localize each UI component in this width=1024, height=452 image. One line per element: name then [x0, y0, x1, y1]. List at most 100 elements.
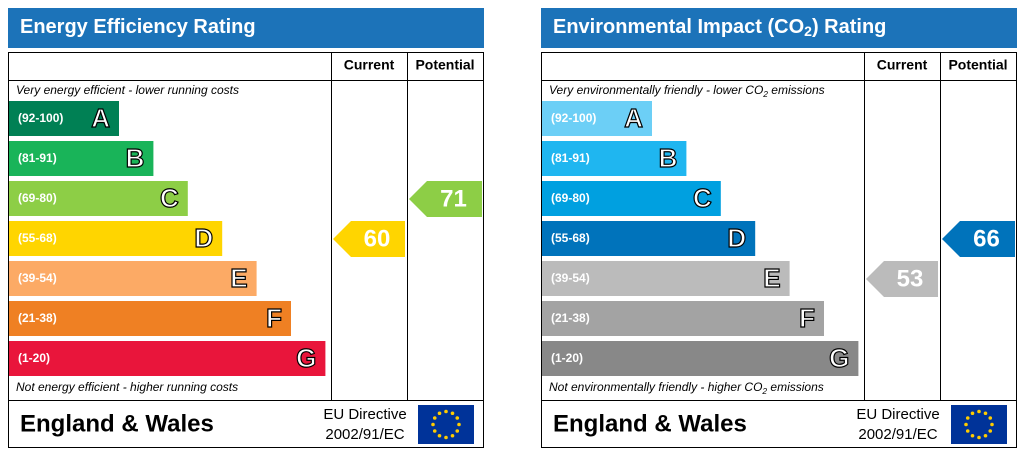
top-note-part: emissions: [768, 83, 825, 97]
panel-title: Energy Efficiency Rating: [20, 16, 256, 38]
rating-band: [9, 181, 188, 216]
eu-star: [444, 435, 448, 440]
band-letter: C: [160, 183, 179, 213]
rating-band: [9, 101, 119, 136]
bottom-note-sub: 2: [761, 386, 767, 396]
rating-band: [542, 181, 721, 216]
rating-band: [542, 141, 687, 176]
rating-band: [9, 221, 223, 256]
band-range: (21-38): [18, 311, 57, 325]
bottom-note: Not energy efficient - higher running co…: [16, 380, 238, 394]
band-letter: D: [194, 223, 213, 253]
frame: [8, 52, 484, 448]
current-value: 53: [897, 265, 924, 292]
band-range: (39-54): [18, 271, 57, 285]
eu-star: [965, 416, 970, 420]
header-bar: [8, 8, 484, 48]
band-letter: F: [799, 303, 815, 333]
band-letter: G: [829, 343, 849, 373]
bottom-note: Not environmentally friendly - higher CO…: [549, 380, 824, 396]
band-range: (21-38): [551, 311, 590, 325]
rating-band: [542, 221, 756, 256]
directive: 2002/91/EC: [325, 426, 404, 443]
eu-star: [970, 433, 975, 438]
potential-value: 66: [973, 225, 1000, 252]
eu-star: [970, 411, 975, 416]
panel-title-part: Energy Efficiency Rating: [20, 16, 256, 38]
band-range: (39-54): [551, 271, 590, 285]
eu-star: [988, 429, 993, 433]
band-range: (55-68): [18, 231, 57, 245]
band-letter: E: [230, 263, 247, 293]
current-arrow: [333, 221, 405, 257]
eu-star: [455, 429, 460, 433]
band-range: (1-20): [18, 351, 50, 365]
column-header: Current: [877, 57, 928, 73]
eu-star: [983, 411, 988, 416]
rating-band: [542, 341, 859, 376]
eu-star: [450, 411, 455, 416]
band-range: (69-80): [551, 191, 590, 205]
band-letter: D: [727, 223, 746, 253]
eu-star: [965, 429, 970, 433]
band-letter: A: [624, 103, 643, 133]
directive: EU Directive: [323, 406, 406, 423]
directive: EU Directive: [856, 406, 939, 423]
eu-star: [457, 422, 461, 427]
frame: [541, 52, 1017, 448]
bottom-note-part: emissions: [767, 380, 824, 394]
eu-star: [431, 422, 435, 427]
eu-star: [450, 433, 455, 438]
top-note: Very environmentally friendly - lower CO…: [549, 83, 825, 99]
eu-star: [437, 411, 442, 416]
band-letter: C: [693, 183, 712, 213]
region: England & Wales: [20, 410, 214, 437]
eu-star: [988, 416, 993, 420]
band-letter: B: [126, 143, 145, 173]
top-note-part: Very energy efficient - lower running co…: [16, 83, 239, 97]
current-arrow: [866, 261, 938, 297]
potential-arrow: [942, 221, 1015, 257]
band-letter: A: [91, 103, 110, 133]
band-letter: F: [266, 303, 282, 333]
band-range: (69-80): [18, 191, 57, 205]
panel-title: Environmental Impact (CO2) Rating: [553, 16, 886, 38]
eu-star: [983, 433, 988, 438]
directive: 2002/91/EC: [858, 426, 937, 443]
eu-star: [977, 435, 981, 440]
rating-band: [542, 301, 824, 336]
eu-star: [990, 422, 994, 427]
band-range: (92-100): [551, 111, 596, 125]
rating-band: [9, 141, 154, 176]
eu-star: [964, 422, 968, 427]
bottom-note-part: Not energy efficient - higher running co…: [16, 380, 238, 394]
band-range: (92-100): [18, 111, 63, 125]
panel-title-sub: 2: [804, 23, 812, 39]
top-note-part: Very environmentally friendly - lower CO: [549, 83, 763, 97]
panel-title-part: Environmental Impact (CO: [553, 16, 804, 38]
rating-band: [542, 101, 652, 136]
eu-star: [977, 409, 981, 414]
band-range: (81-91): [551, 151, 590, 165]
eu-star: [444, 409, 448, 414]
column-header: Potential: [948, 57, 1007, 73]
bottom-note-part: Not environmentally friendly - higher CO: [549, 380, 762, 394]
band-range: (1-20): [551, 351, 583, 365]
top-note-sub: 2: [762, 89, 768, 99]
rating-band: [9, 341, 326, 376]
eu-star: [455, 416, 460, 420]
top-note: Very energy efficient - lower running co…: [16, 83, 239, 97]
rating-band: [9, 301, 291, 336]
potential-arrow: [409, 181, 482, 217]
potential-value: 71: [440, 185, 467, 212]
band-range: (55-68): [551, 231, 590, 245]
eu-star: [432, 416, 437, 420]
rating-band: [9, 261, 257, 296]
eu-star: [432, 429, 437, 433]
current-value: 60: [364, 225, 391, 252]
band-letter: B: [659, 143, 678, 173]
band-letter: G: [296, 343, 316, 373]
rating-band: [542, 261, 790, 296]
column-header: Potential: [415, 57, 474, 73]
